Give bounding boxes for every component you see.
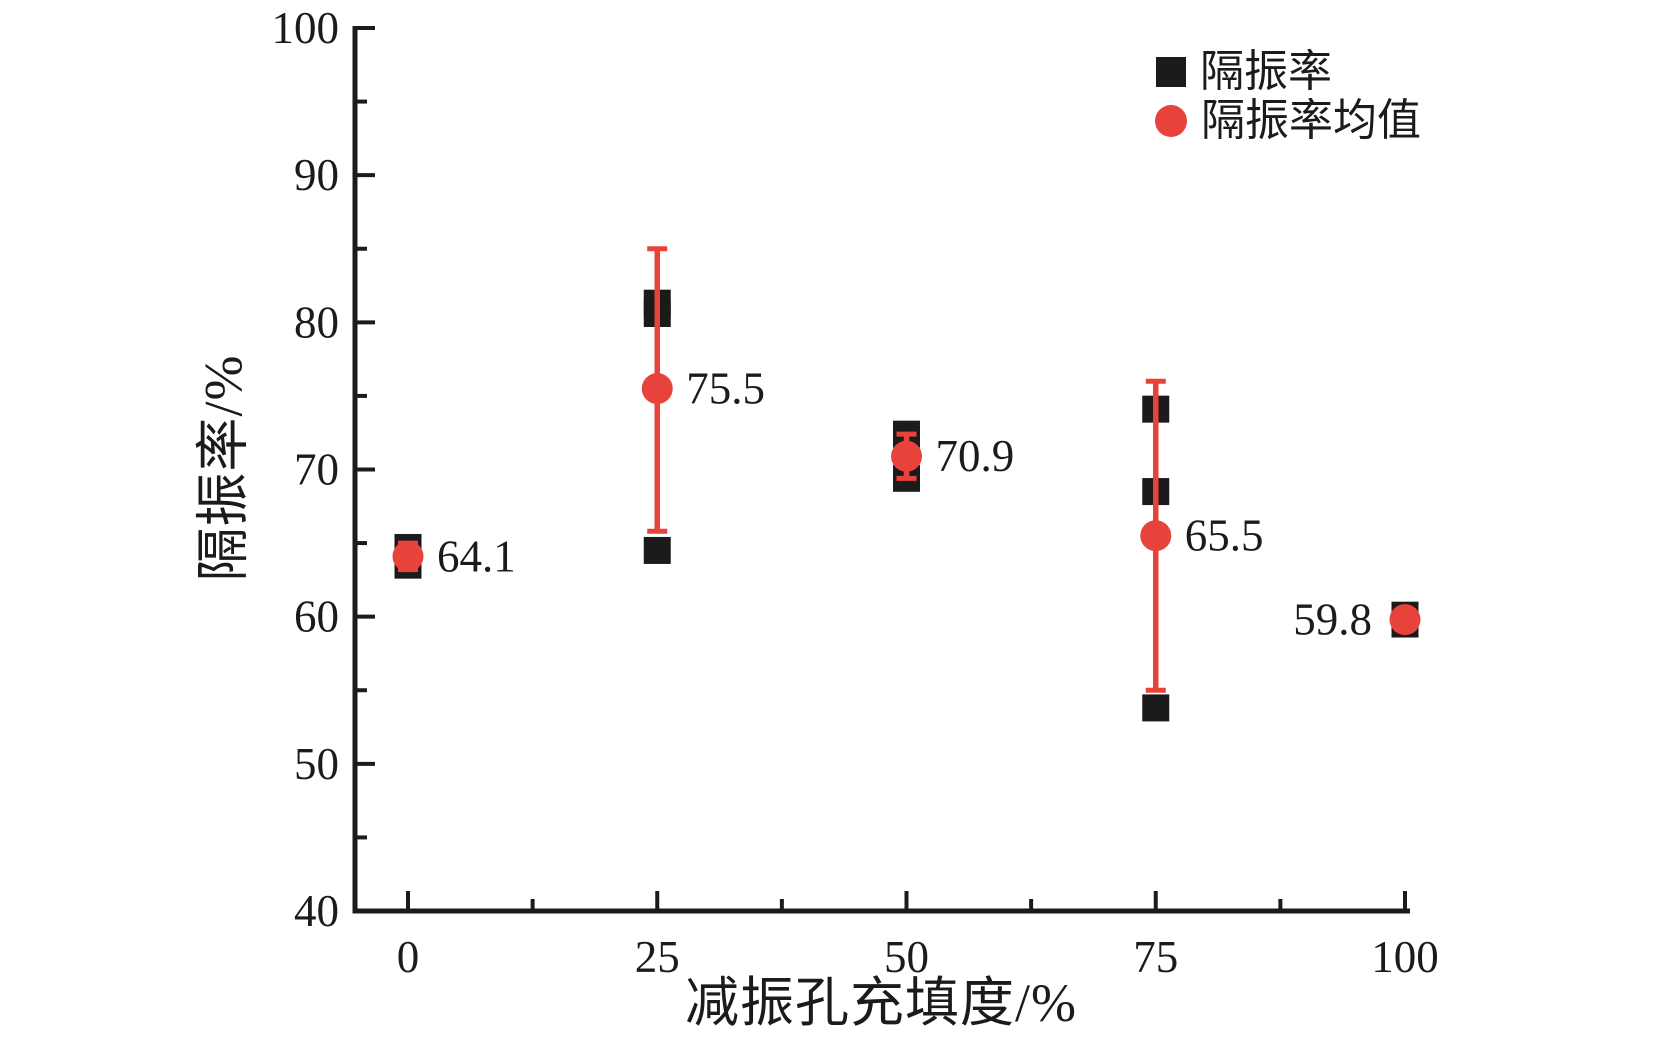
mean-value-label: 59.8	[1293, 595, 1372, 645]
y-tick-label: 80	[294, 297, 339, 347]
y-axis-title: 隔振率/%	[193, 354, 254, 582]
data-point-square	[643, 536, 671, 564]
y-tick-label: 70	[294, 444, 339, 494]
y-tick-label: 60	[294, 592, 339, 642]
mean-point-circle	[392, 540, 424, 572]
x-tick-label: 25	[635, 932, 680, 982]
mean-point-circle	[1140, 520, 1172, 552]
x-tick-label: 0	[397, 932, 420, 982]
mean-value-label: 70.9	[936, 431, 1015, 481]
legend-label: 隔振率	[1200, 47, 1332, 96]
mean-value-label: 75.5	[686, 364, 765, 414]
mean-point-circle	[1389, 604, 1421, 636]
mean-point-circle	[641, 373, 673, 405]
mean-point-circle	[891, 440, 922, 472]
y-tick-label: 40	[294, 886, 339, 936]
x-axis-title: 减振孔充填度/%	[685, 973, 1077, 1033]
x-tick-label: 100	[1371, 932, 1439, 982]
legend-item-isolation-rate-mean: 隔振率均值	[1155, 99, 1421, 143]
x-tick-label: 75	[1133, 932, 1178, 982]
red-circle-swatch-icon	[1155, 105, 1187, 137]
legend-label: 隔振率均值	[1201, 96, 1421, 145]
black-square-swatch-icon	[1156, 57, 1186, 87]
legend-item-isolation-rate: 隔振率	[1156, 50, 1332, 94]
mean-value-label: 64.1	[437, 531, 516, 581]
y-tick-label: 100	[272, 3, 340, 53]
y-tick-label: 50	[294, 739, 339, 789]
y-tick-label: 90	[294, 150, 339, 200]
data-point-square	[1142, 694, 1170, 722]
mean-value-label: 65.5	[1185, 511, 1264, 561]
x-tick-label: 50	[884, 932, 929, 982]
